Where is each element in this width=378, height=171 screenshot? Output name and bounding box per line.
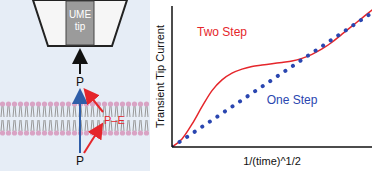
svg-text:P–E: P–E (104, 114, 125, 126)
svg-text:Transient Tip Current: Transient Tip Current (154, 25, 166, 128)
svg-text:One Step: One Step (267, 93, 318, 107)
svg-text:tip: tip (75, 21, 86, 32)
svg-text:Two Step: Two Step (197, 25, 247, 39)
svg-text:P: P (76, 154, 84, 168)
svg-text:P: P (76, 75, 84, 89)
svg-text:1/(time)^1/2: 1/(time)^1/2 (243, 155, 301, 167)
svg-text:UME: UME (69, 9, 92, 20)
